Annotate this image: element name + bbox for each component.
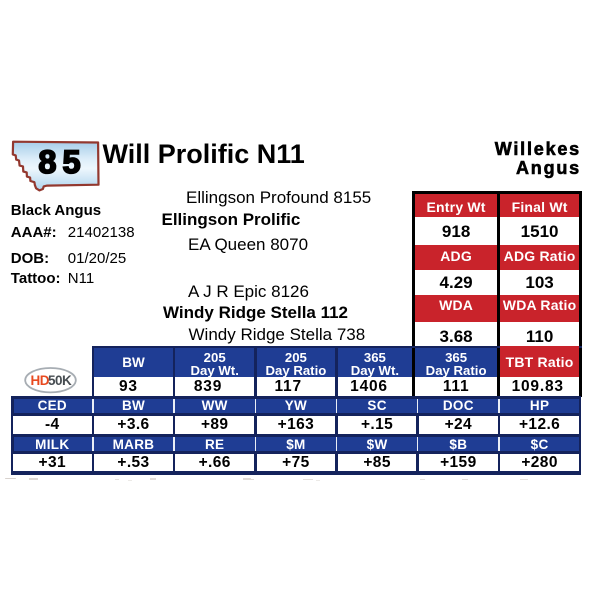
- svg-text:85: 85: [38, 144, 86, 180]
- svg-text:HD: HD: [31, 373, 50, 388]
- svg-text:50K: 50K: [48, 373, 72, 388]
